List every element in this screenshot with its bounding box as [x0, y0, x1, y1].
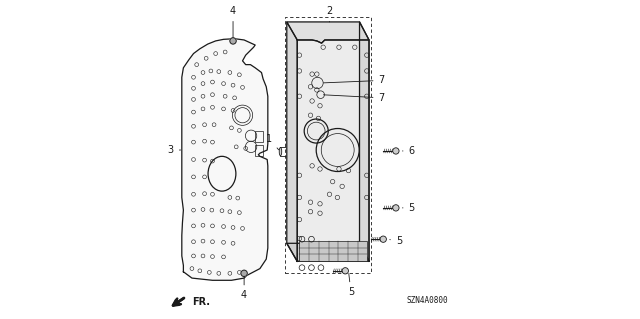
Text: 4: 4	[241, 276, 247, 300]
Circle shape	[393, 205, 399, 211]
Text: 5: 5	[403, 203, 415, 213]
Text: 7: 7	[323, 93, 385, 103]
Text: 4: 4	[230, 6, 236, 38]
Text: 3: 3	[168, 145, 180, 155]
Bar	[300, 241, 367, 261]
Text: 1: 1	[266, 134, 278, 150]
Text: 7: 7	[323, 76, 385, 85]
Polygon shape	[287, 243, 369, 261]
Ellipse shape	[291, 147, 294, 156]
Circle shape	[241, 270, 247, 277]
Text: 5: 5	[348, 274, 354, 297]
Circle shape	[230, 38, 236, 44]
Text: FR.: FR.	[192, 297, 210, 308]
Text: 6: 6	[403, 146, 415, 156]
Bar	[255, 145, 263, 156]
Polygon shape	[182, 39, 268, 280]
Circle shape	[380, 236, 387, 242]
Text: SZN4A0800: SZN4A0800	[406, 296, 449, 305]
Polygon shape	[287, 22, 369, 43]
Text: 5: 5	[390, 236, 402, 246]
Bar	[255, 131, 263, 142]
Ellipse shape	[279, 147, 282, 156]
Text: 2: 2	[326, 6, 333, 22]
Circle shape	[393, 148, 399, 154]
Circle shape	[342, 268, 348, 274]
Polygon shape	[297, 40, 369, 261]
Polygon shape	[287, 22, 297, 261]
Polygon shape	[360, 22, 369, 261]
